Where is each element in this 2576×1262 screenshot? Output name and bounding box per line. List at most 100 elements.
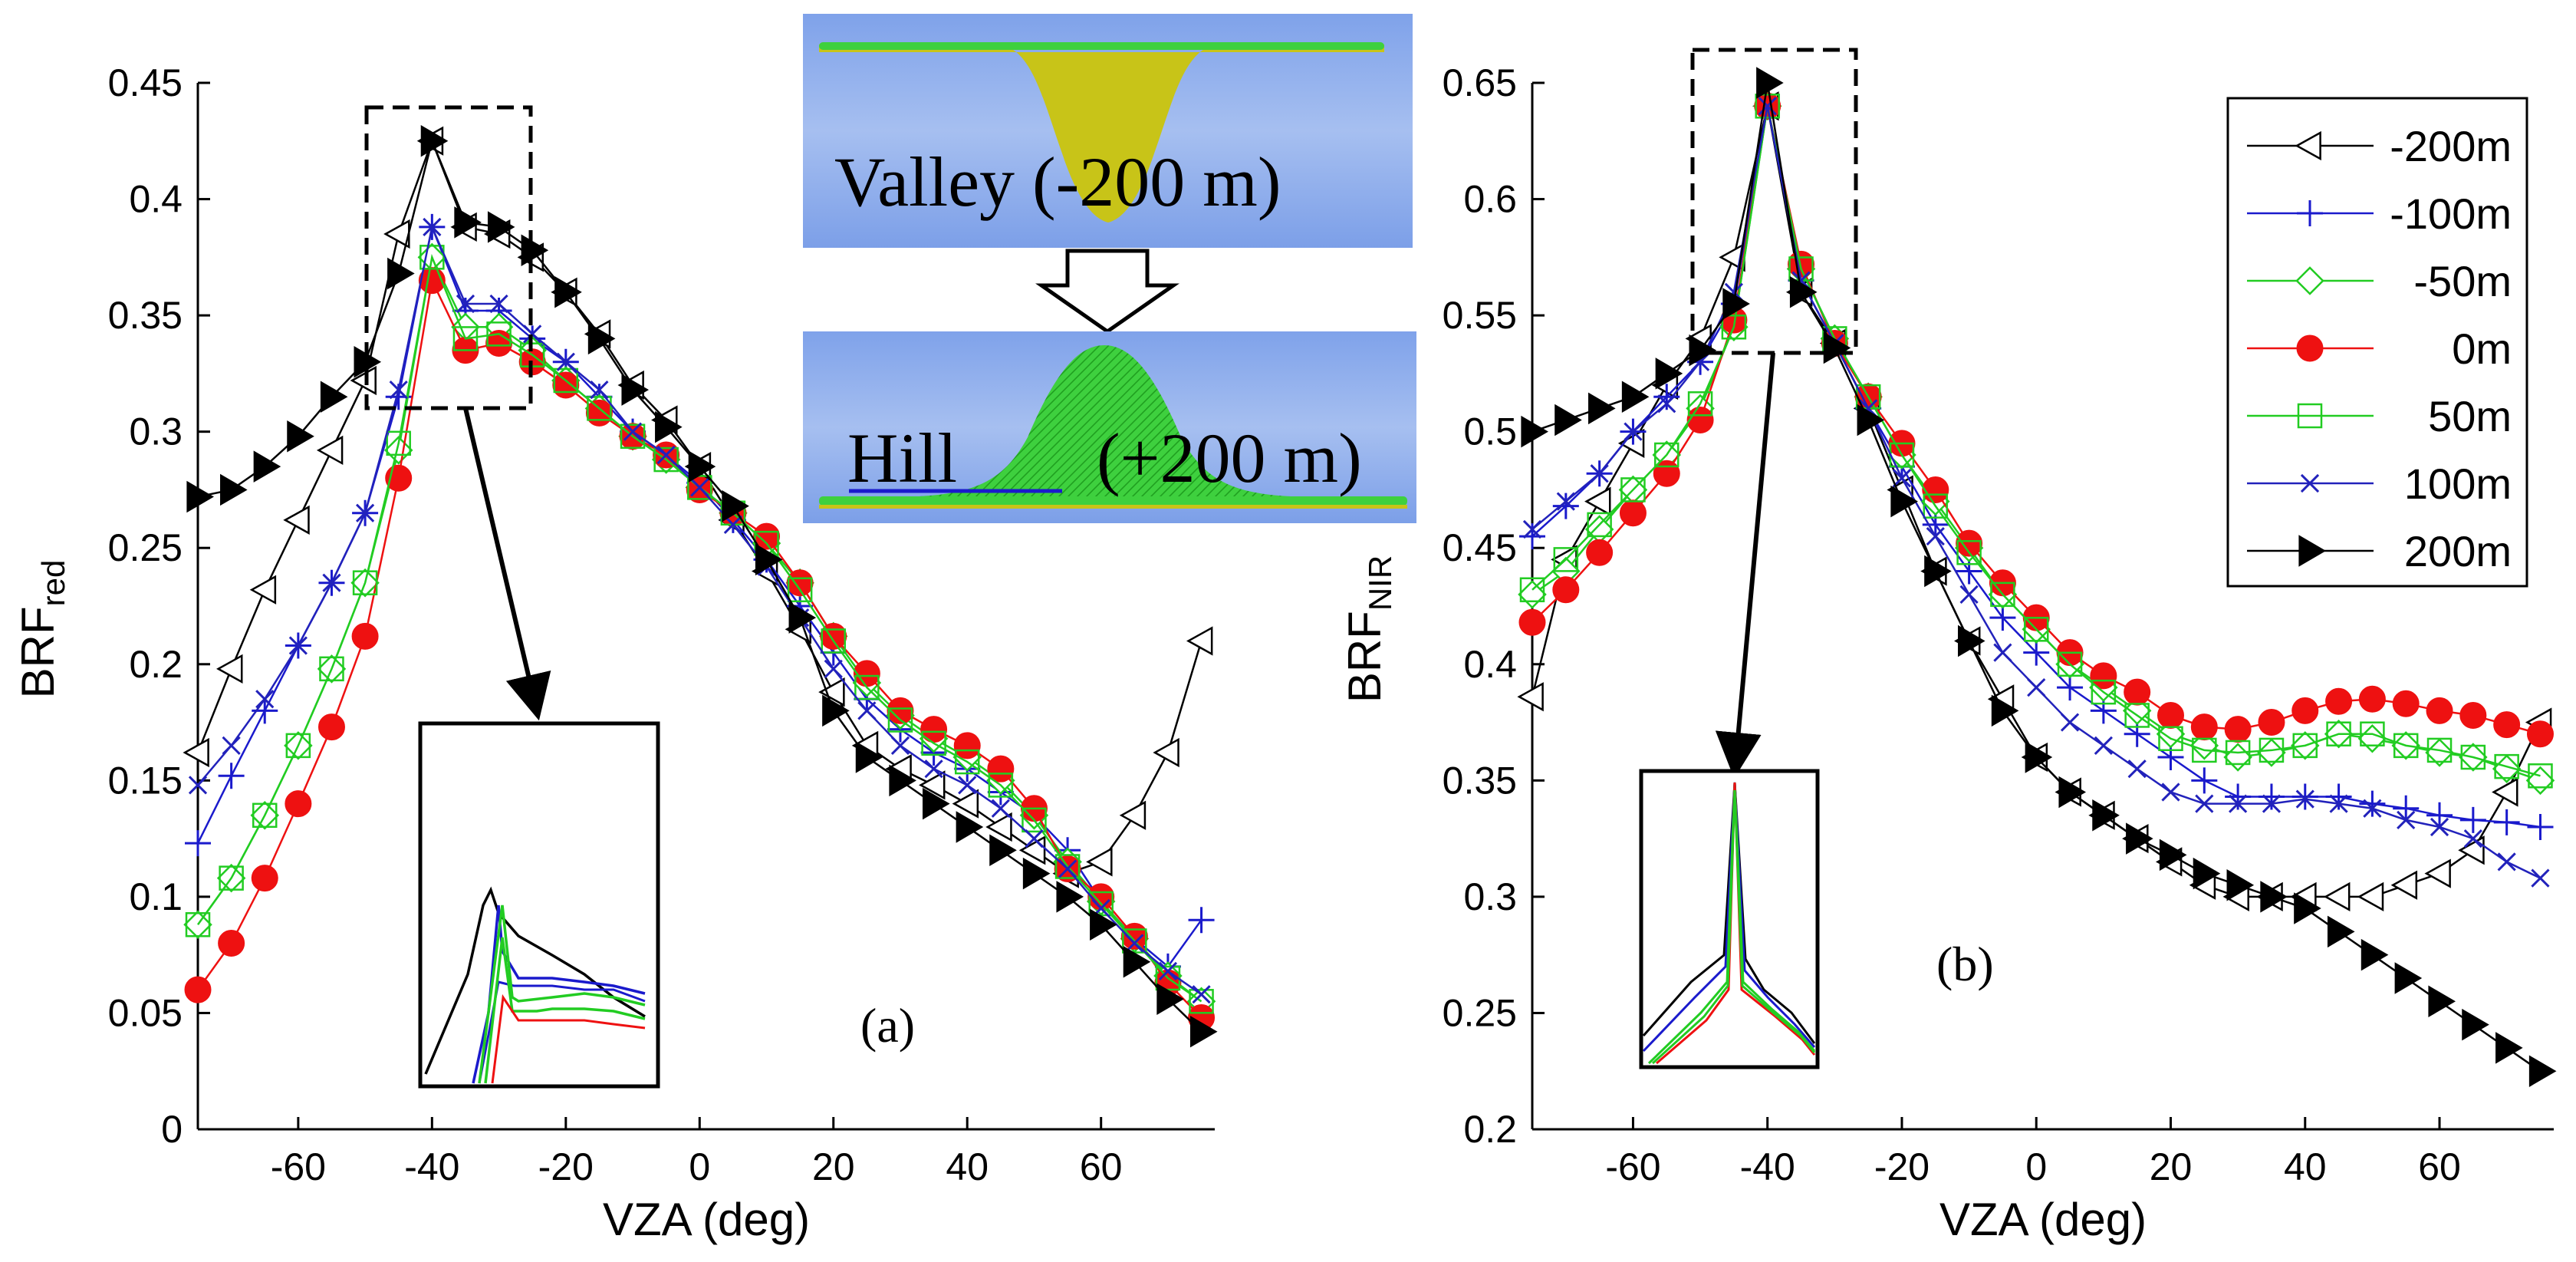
data-point <box>1924 555 1952 588</box>
x-tick-label: 40 <box>2284 1145 2327 1188</box>
data-point <box>2497 852 2516 872</box>
legend-label: 50m <box>2428 392 2512 440</box>
y-tick-label: 0.15 <box>108 759 183 802</box>
series-50m <box>185 245 1214 1014</box>
data-point <box>2058 776 2087 809</box>
y-tick-label: 0.25 <box>108 526 183 569</box>
panel-a-axes: -60 -40 -20 0 20 40 60 0 0.05 0.1 0.15 0.2 0.25 0.3 0.… <box>108 61 1215 1188</box>
data-point <box>186 480 214 513</box>
data-point <box>755 543 783 576</box>
y-tick-label: 0.3 <box>129 410 183 453</box>
x-tick-label: -20 <box>1874 1145 1930 1188</box>
series-line <box>197 137 1202 1033</box>
data-point <box>857 701 877 720</box>
data-point <box>1553 547 1579 572</box>
data-point <box>1158 961 1178 980</box>
y-tick-label: 0.45 <box>1443 526 1517 569</box>
data-point <box>889 764 916 797</box>
data-point <box>216 654 243 684</box>
data-point <box>1521 415 1548 448</box>
hill-label: Hill <box>847 419 957 497</box>
data-point <box>787 577 813 603</box>
data-point <box>552 371 580 399</box>
valley-label: Valley (-200 m) <box>834 143 1281 221</box>
y-tick-label: 0.05 <box>108 991 183 1034</box>
data-point <box>2158 726 2183 752</box>
panel-a-zoom-inset <box>418 721 660 1089</box>
data-point <box>2226 868 2255 901</box>
data-point <box>2291 697 2319 724</box>
data-point <box>818 677 845 707</box>
data-point <box>687 475 712 500</box>
data-point <box>1657 394 1676 414</box>
data-point <box>222 736 241 755</box>
y-tick-label: 0.65 <box>1443 61 1517 104</box>
data-point <box>456 294 475 314</box>
data-point <box>1956 558 1982 585</box>
data-point <box>824 659 843 678</box>
data-point <box>952 789 979 819</box>
data-point <box>1086 847 1113 877</box>
data-point <box>1153 737 1179 768</box>
data-point <box>2360 721 2385 746</box>
data-point <box>487 211 515 243</box>
legend-marker <box>2297 403 2323 429</box>
legend-marker <box>2295 130 2321 161</box>
data-point <box>2528 1055 2557 1087</box>
transform-arrow-icon <box>1035 249 1179 334</box>
data-point <box>2126 822 2153 855</box>
data-point <box>723 515 743 535</box>
data-point <box>1926 526 1945 546</box>
data-point <box>1621 381 1650 413</box>
data-point <box>2363 799 2382 818</box>
data-point <box>989 834 1017 867</box>
data-point <box>656 445 676 465</box>
data-point <box>2023 639 2050 666</box>
panel-a-red-chart: -60 -40 -20 0 20 40 60 0 0.05 0.1 0.15 0.2 0.25 0.3 0.… <box>12 61 1218 1245</box>
panel-b-y-label-sub: NIR <box>1362 555 1398 611</box>
data-point <box>2157 701 2184 729</box>
data-point <box>2027 677 2046 697</box>
legend-label: 100m <box>2404 460 2512 508</box>
data-point <box>2426 697 2453 724</box>
x-tick-label: 0 <box>689 1145 710 1188</box>
panel-b-axes: -60 -40 -20 0 20 40 60 0.2 0.25 0.3 0.35 0.4 0.45 0.5… <box>1443 61 2554 1188</box>
data-point <box>956 811 984 843</box>
legend-entry: -100m <box>2247 189 2512 238</box>
legend-entry: 100m <box>2247 460 2512 508</box>
data-point <box>1758 97 1777 116</box>
series-200m <box>186 125 1218 1048</box>
legend-label: -200m <box>2390 122 2512 170</box>
data-point <box>2258 783 2285 810</box>
data-point <box>620 423 646 449</box>
valley-panel: Valley (-200 m) <box>803 14 1413 248</box>
data-point <box>1619 499 1647 527</box>
data-point <box>2492 777 2518 807</box>
legend-marker <box>2300 473 2320 493</box>
data-point <box>1058 859 1077 878</box>
data-point <box>2326 721 2351 746</box>
data-point <box>1989 605 2016 631</box>
data-point <box>1990 582 2015 608</box>
data-point <box>1122 928 1147 954</box>
data-point <box>988 773 1014 798</box>
data-point <box>2528 763 2553 789</box>
data-point <box>2223 743 2252 772</box>
data-point <box>2295 789 2314 809</box>
data-point <box>2428 985 2456 1018</box>
data-point <box>188 776 208 795</box>
legend: -200m -100m -50m 0m 50m 100m 200m <box>2226 97 2528 588</box>
data-point <box>2025 741 2053 773</box>
data-point <box>2460 744 2486 770</box>
panel-a-zoom-region <box>364 105 533 410</box>
data-point <box>2124 703 2150 728</box>
hill-panel: Hill (+200 m) <box>803 331 1416 523</box>
data-point <box>1120 922 1148 950</box>
data-point <box>2124 720 2150 747</box>
data-point <box>2424 858 2451 888</box>
x-tick-label: -60 <box>271 1145 326 1188</box>
data-point <box>2090 662 2117 690</box>
data-point <box>1156 983 1184 1015</box>
y-tick-label: 0.1 <box>129 875 183 918</box>
data-point <box>2159 839 2187 872</box>
